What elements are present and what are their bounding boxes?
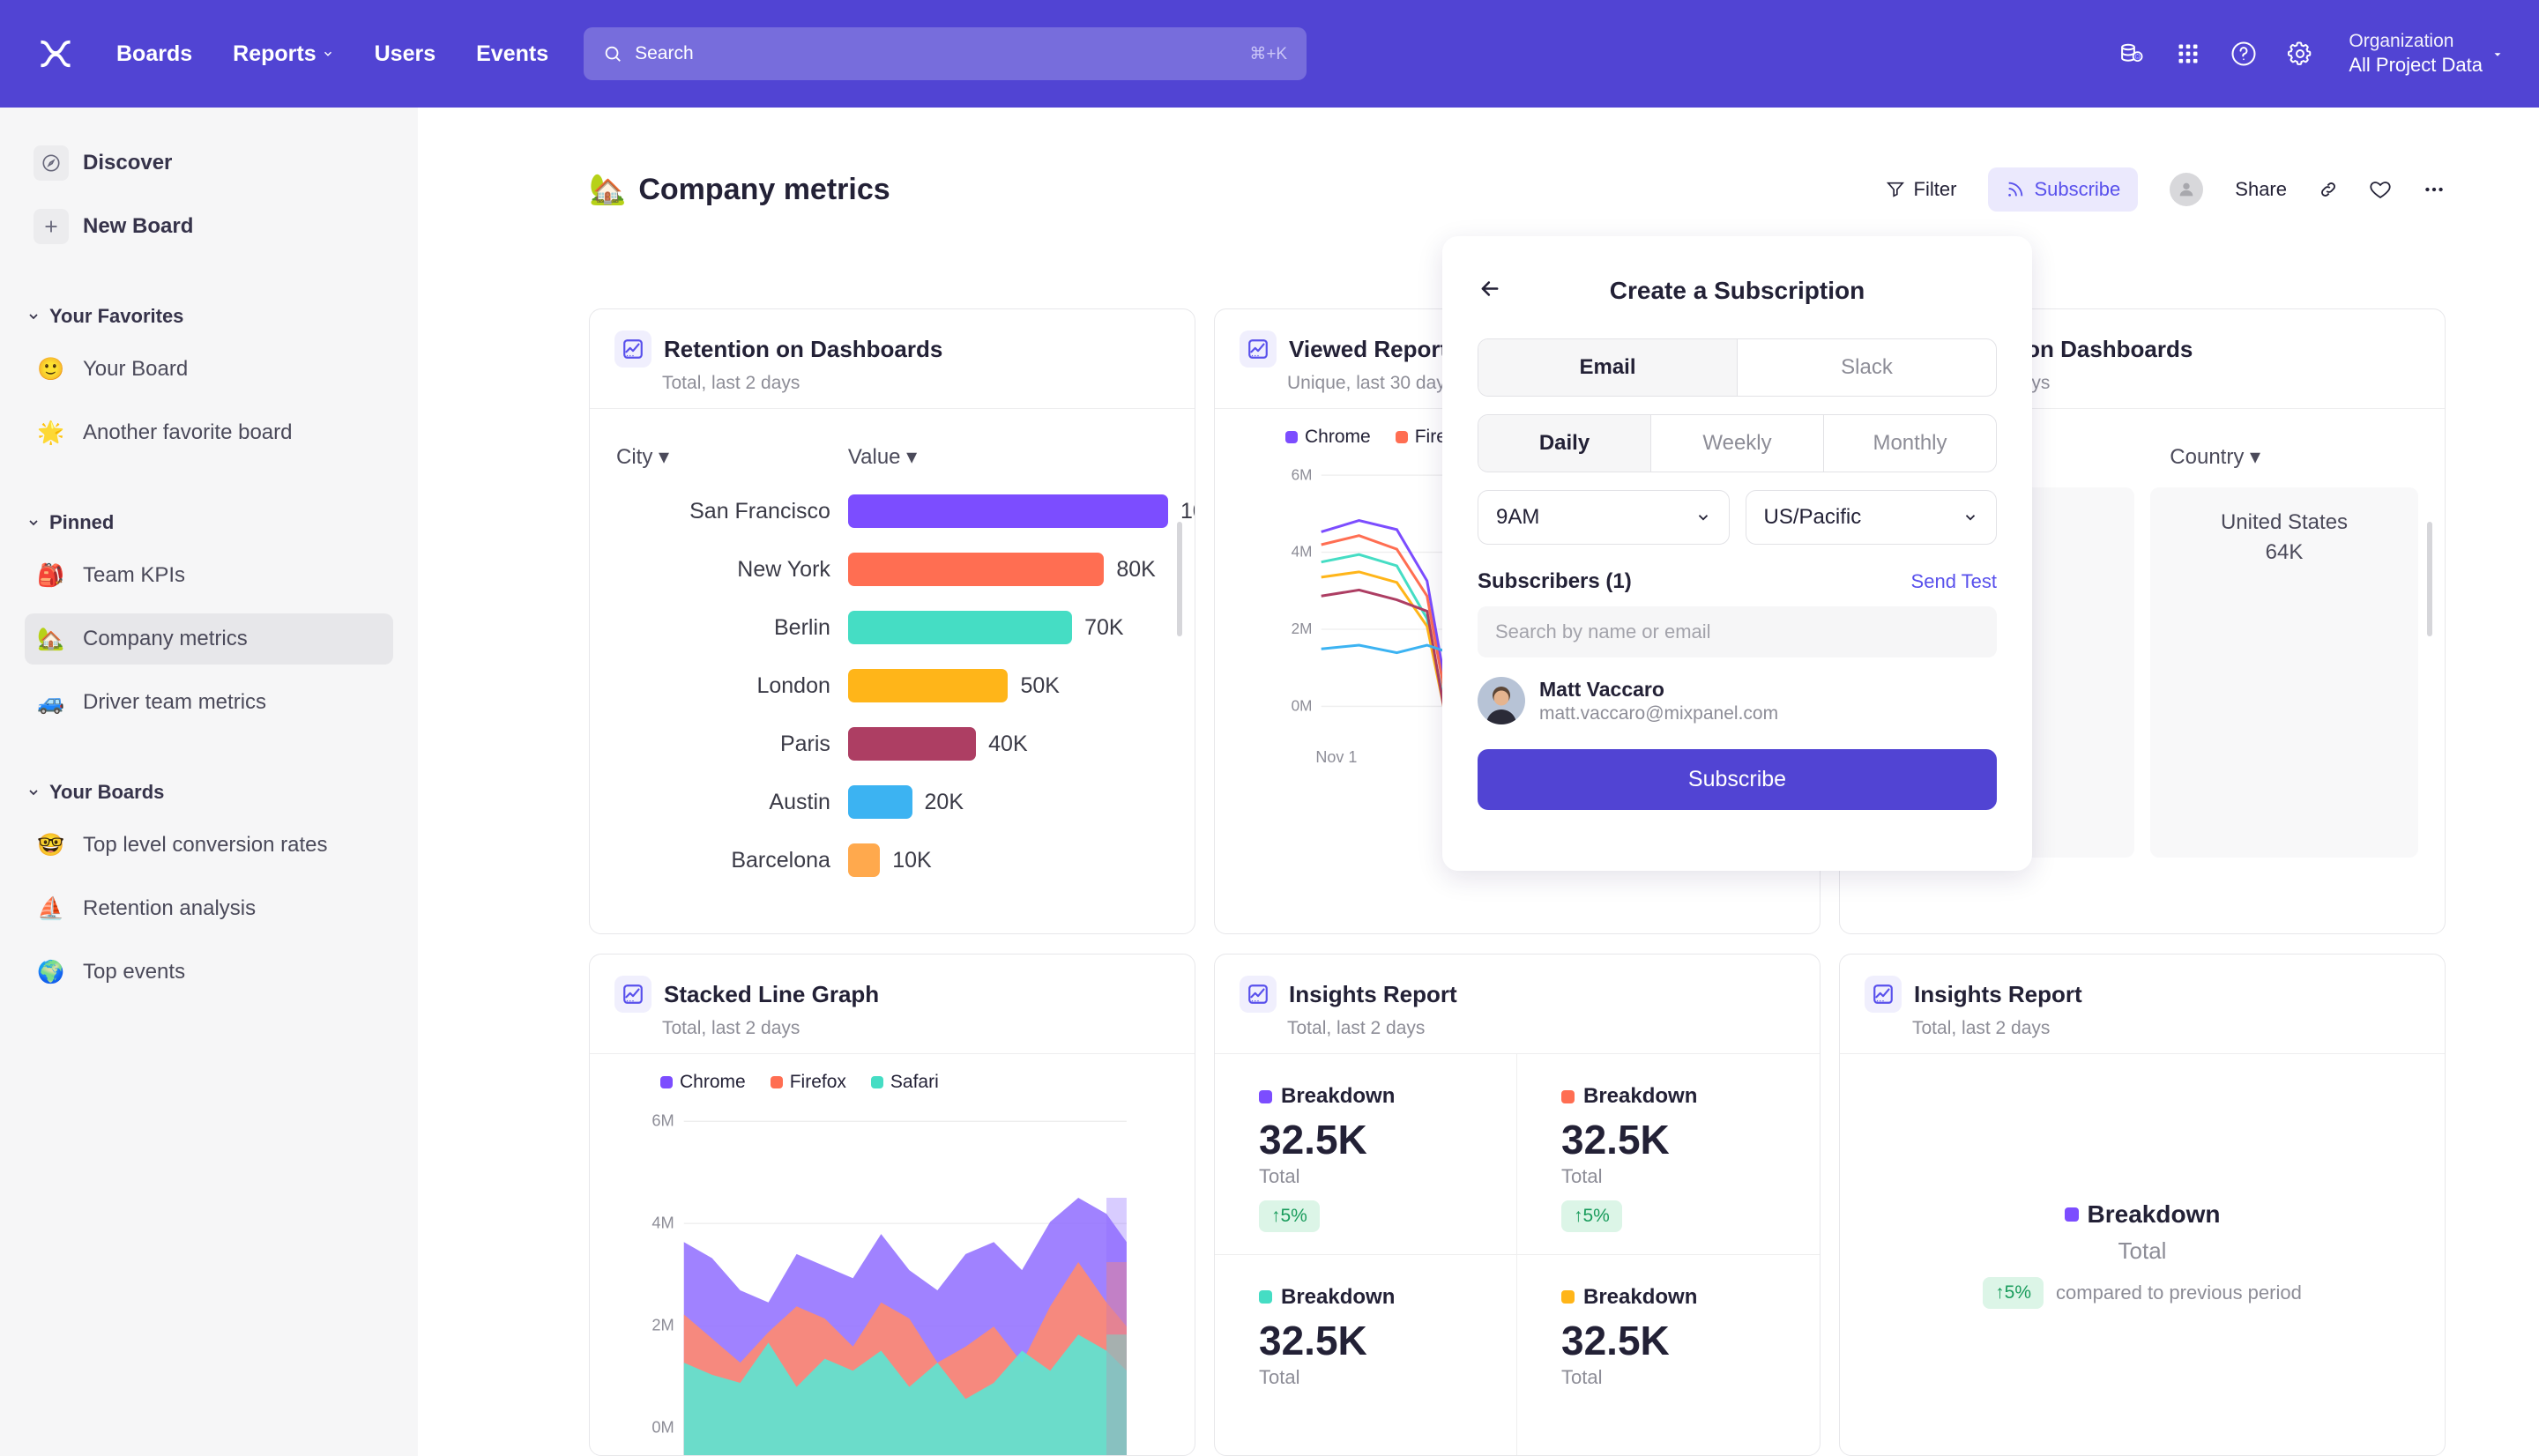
svg-text:6M: 6M bbox=[1292, 465, 1313, 483]
svg-text:4M: 4M bbox=[1292, 543, 1313, 561]
svg-text:4M: 4M bbox=[652, 1214, 674, 1232]
svg-text:2M: 2M bbox=[1292, 620, 1313, 637]
svg-text:2M: 2M bbox=[652, 1316, 674, 1334]
svg-text:0M: 0M bbox=[1292, 697, 1313, 715]
svg-text:0M: 0M bbox=[652, 1418, 674, 1437]
svg-text:6M: 6M bbox=[652, 1111, 674, 1130]
svg-text:Nov 1: Nov 1 bbox=[1315, 748, 1357, 766]
